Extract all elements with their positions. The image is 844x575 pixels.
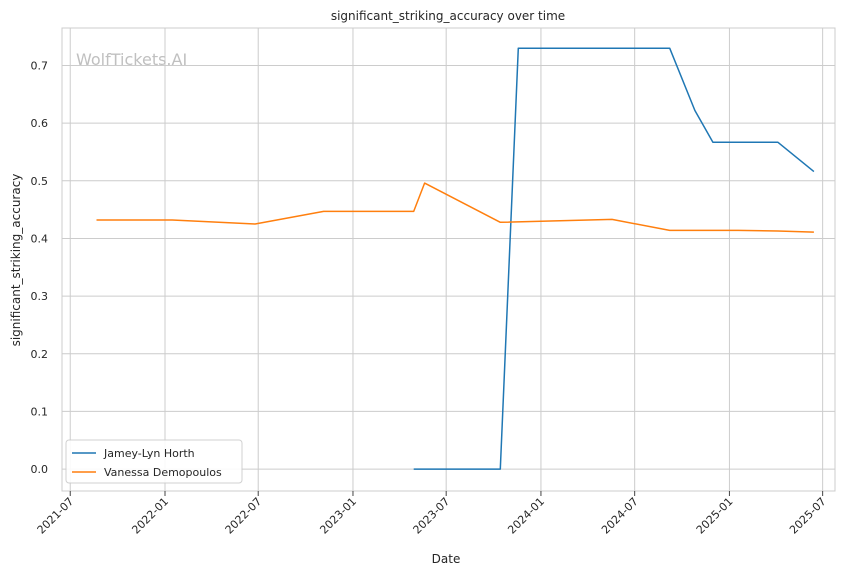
- y-tick-label: 0.5: [31, 175, 49, 188]
- y-tick-label: 0.7: [31, 59, 49, 72]
- legend-label-jamey-lyn-horth: Jamey-Lyn Horth: [103, 447, 195, 460]
- series-line-jamey-lyn-horth: [413, 47, 815, 470]
- y-tick-label: 0.2: [31, 348, 49, 361]
- y-tick-label: 0.6: [31, 117, 49, 130]
- y-axis-label: significant_striking_accuracy: [9, 174, 23, 347]
- y-tick-label: 0.3: [31, 290, 49, 303]
- legend-label-vanessa-demopoulos: Vanessa Demopoulos: [104, 466, 222, 479]
- y-tick-label: 0.0: [31, 463, 49, 476]
- x-tick-label: 2024-07: [599, 495, 641, 537]
- x-tick-label: 2022-01: [129, 495, 171, 537]
- y-tick-label: 0.4: [31, 232, 49, 245]
- x-tick-label: 2023-01: [317, 495, 359, 537]
- y-tick-label: 0.1: [31, 405, 49, 418]
- watermark: WolfTickets.AI: [76, 50, 187, 69]
- chart-title: significant_striking_accuracy over time: [331, 9, 565, 23]
- x-axis-ticks: 2021-07 2022-01 2022-07 2023-01 2023-07 2024-…: [35, 491, 829, 537]
- x-axis-label: Date: [432, 552, 461, 566]
- x-tick-label: 2025-07: [787, 495, 829, 537]
- grid: [62, 28, 835, 491]
- series-line-vanessa-demopoulos: [96, 182, 814, 233]
- series-layer: [96, 47, 815, 470]
- legend: Jamey-Lyn Horth Vanessa Demopoulos: [65, 439, 243, 484]
- x-tick-label: 2025-01: [694, 495, 736, 537]
- x-tick-label: 2021-07: [35, 495, 77, 537]
- x-tick-label: 2024-01: [505, 495, 547, 537]
- legend-box: [65, 439, 243, 484]
- x-tick-label: 2023-07: [411, 495, 453, 537]
- y-axis-ticks: 0.0 0.1 0.2 0.3 0.4 0.5 0.6 0.7: [31, 59, 49, 476]
- x-tick-label: 2022-07: [223, 495, 265, 537]
- plot-area: [61, 27, 836, 492]
